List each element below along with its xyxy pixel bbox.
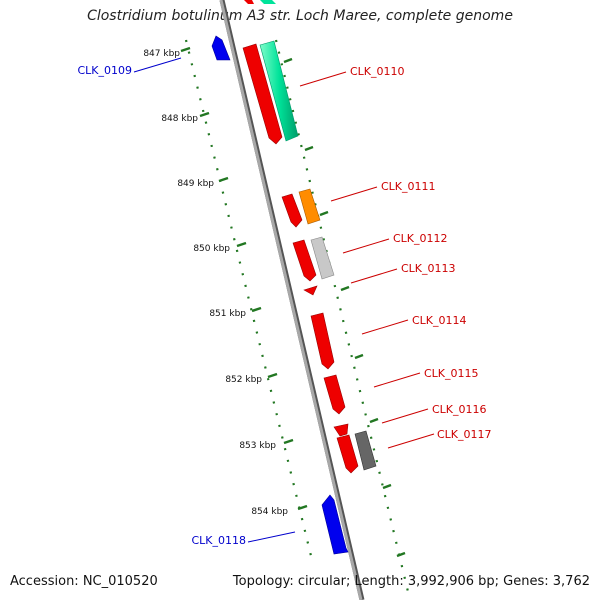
- gene-arrow-CLK_0112-cds[interactable]: [292, 239, 317, 282]
- gene-label-CLK_0110[interactable]: CLK_0110: [350, 65, 405, 78]
- tick-forward-8: [396, 551, 406, 558]
- tick-852: [267, 372, 278, 379]
- scale-labels: 847 kbp 848 kbp 849 kbp 850 kbp 851 kbp …: [143, 49, 288, 517]
- leader-CLK_0109: [133, 57, 182, 73]
- leader-CLK_0110: [299, 71, 347, 87]
- gene-arrow-CLK_0114-cds[interactable]: [310, 312, 335, 370]
- gene-arrow-CLK_0112-gene[interactable]: [310, 236, 335, 280]
- gene-arrow-CLK_0111-gene[interactable]: [298, 188, 321, 225]
- tick-848: [199, 111, 210, 118]
- gene-label-CLK_0117[interactable]: CLK_0117: [437, 428, 492, 441]
- tick-849: [218, 176, 229, 183]
- gene-arrow-CLK_0117-gene[interactable]: [354, 430, 377, 471]
- gene-label-CLK_0118[interactable]: CLK_0118: [191, 534, 246, 547]
- tick-forward-3: [319, 210, 329, 217]
- scale-label-852: 852 kbp: [225, 375, 262, 385]
- tick-forward-2: [304, 145, 314, 152]
- gene-arrow-CLK_0109[interactable]: [211, 35, 231, 61]
- scale-label-849: 849 kbp: [177, 179, 214, 189]
- tick-854: [297, 504, 308, 511]
- tick-forward-5: [354, 353, 364, 360]
- gene-label-CLK_0113[interactable]: CLK_0113: [401, 262, 456, 275]
- tick-forward-7: [382, 483, 392, 490]
- scale-label-851: 851 kbp: [209, 309, 246, 319]
- gene-arrow-CLK_0116-cds[interactable]: [333, 423, 349, 437]
- gene-label-CLK_0114[interactable]: CLK_0114: [412, 314, 467, 327]
- leader-CLK_0116: [381, 408, 429, 424]
- tick-forward-6: [369, 417, 379, 424]
- gene-label-CLK_0111[interactable]: CLK_0111: [381, 180, 436, 193]
- scale-label-854: 854 kbp: [251, 507, 288, 517]
- scale-ticks: [180, 46, 406, 558]
- genome-title: Clostridium botulinum A3 str. Loch Maree…: [87, 8, 513, 24]
- leader-CLK_0111: [330, 186, 378, 202]
- leader-CLK_0114: [361, 319, 409, 335]
- tick-850: [236, 241, 247, 248]
- gene-arrow-CLK_0110-gene[interactable]: [259, 40, 299, 142]
- tick-847: [180, 46, 191, 53]
- tick-forward-4: [340, 285, 350, 292]
- topology-text: Topology: circular; Length: 3,992,906 bp…: [232, 574, 590, 589]
- gene-label-CLK_0115[interactable]: CLK_0115: [424, 367, 479, 380]
- gene-arrow-CLK_0110-cds[interactable]: [242, 43, 283, 145]
- gene-label-CLK_0112[interactable]: CLK_0112: [393, 232, 448, 245]
- gene-leader-lines: [133, 57, 435, 543]
- gene-labels: CLK_0109 CLK_0110 CLK_0111 CLK_0112 CLK_…: [77, 64, 491, 547]
- tick-forward-1: [283, 57, 293, 64]
- leader-CLK_0115: [373, 372, 421, 388]
- accession-text: Accession: NC_010520: [10, 574, 158, 589]
- reverse-track-guide: [184, 39, 314, 561]
- gene-label-CLK_0109[interactable]: CLK_0109: [77, 64, 132, 77]
- scale-label-853: 853 kbp: [239, 441, 276, 451]
- gene-arrow-CLK_0117-cds[interactable]: [336, 434, 359, 474]
- gene-arrow-top-red: [244, 0, 254, 4]
- scale-label-847: 847 kbp: [143, 49, 180, 59]
- scale-label-848: 848 kbp: [161, 114, 198, 124]
- tick-851: [251, 306, 262, 313]
- gene-arrow-top-green: [260, 0, 276, 4]
- gene-arrow-CLK_0115-cds[interactable]: [323, 374, 346, 415]
- genome-backbone: [219, 0, 363, 600]
- gene-label-CLK_0116[interactable]: CLK_0116: [432, 403, 487, 416]
- tick-853: [283, 438, 294, 445]
- gene-arrow-CLK_0111-cds[interactable]: [281, 193, 303, 228]
- gene-arrow-CLK_0118[interactable]: [321, 494, 349, 555]
- leader-CLK_0113: [350, 268, 398, 284]
- scale-label-850: 850 kbp: [193, 244, 230, 254]
- leader-CLK_0117: [387, 433, 435, 449]
- gene-arrow-CLK_0113-cds[interactable]: [303, 285, 318, 296]
- leader-CLK_0118: [247, 531, 296, 543]
- gene-features: [211, 0, 377, 555]
- leader-CLK_0112: [342, 238, 390, 254]
